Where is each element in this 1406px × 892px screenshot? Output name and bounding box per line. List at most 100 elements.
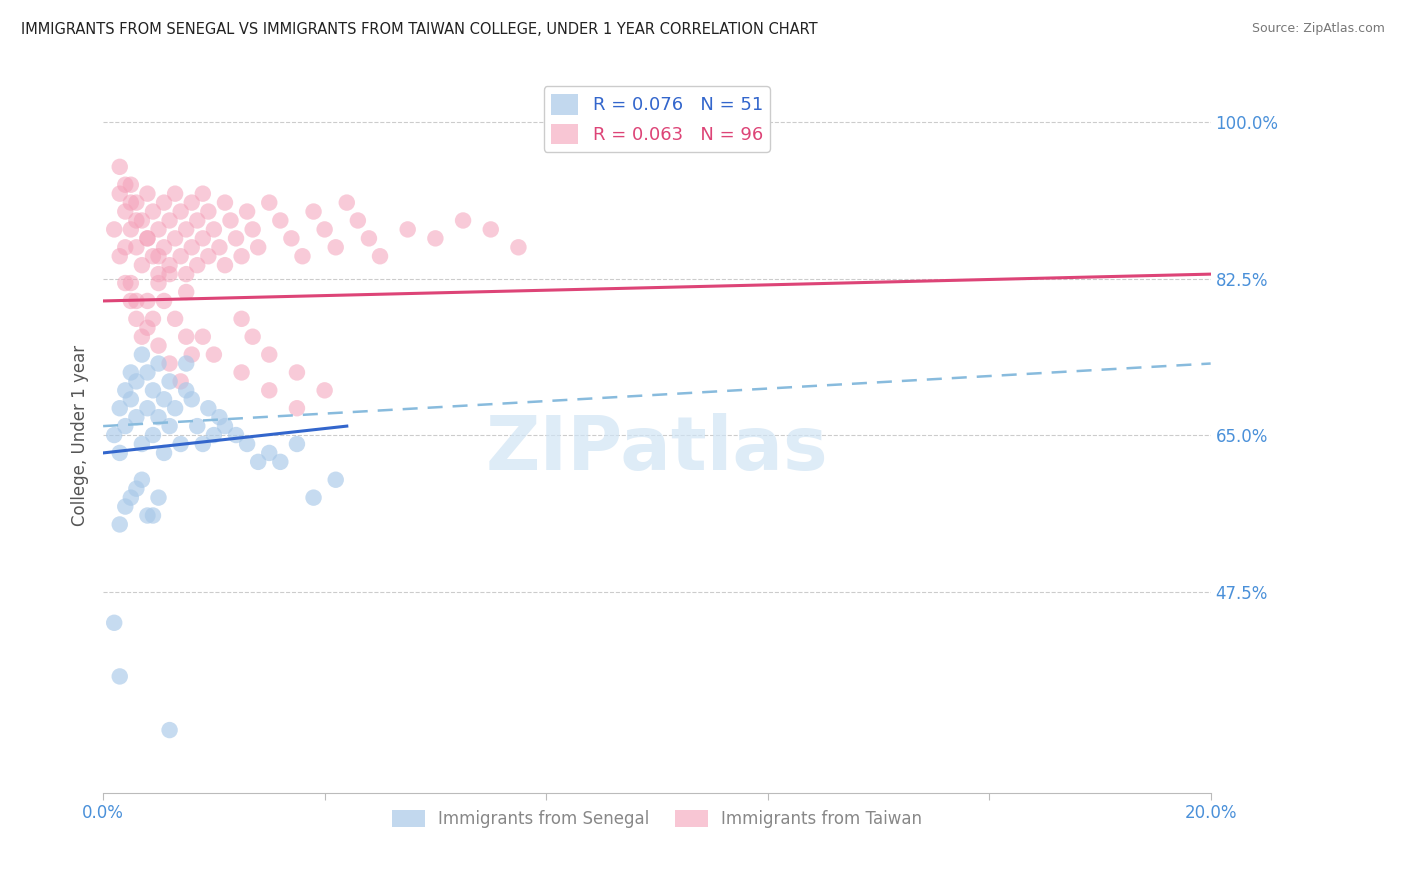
- Point: [336, 195, 359, 210]
- Point: [159, 375, 181, 389]
- Point: [136, 401, 159, 416]
- Point: [125, 240, 148, 254]
- Point: [148, 276, 170, 290]
- Point: [114, 276, 136, 290]
- Point: [120, 178, 142, 192]
- Point: [120, 293, 142, 308]
- Point: [148, 338, 170, 352]
- Point: [214, 419, 236, 434]
- Text: Source: ZipAtlas.com: Source: ZipAtlas.com: [1251, 22, 1385, 36]
- Point: [125, 482, 148, 496]
- Point: [114, 178, 136, 192]
- Point: [269, 213, 291, 227]
- Point: [120, 195, 142, 210]
- Point: [136, 320, 159, 334]
- Point: [114, 500, 136, 514]
- Point: [165, 231, 187, 245]
- Point: [131, 348, 153, 362]
- Point: [197, 249, 219, 263]
- Point: [174, 267, 197, 281]
- Point: [165, 186, 187, 201]
- Point: [280, 231, 302, 245]
- Point: [131, 258, 153, 272]
- Point: [191, 437, 214, 451]
- Point: [108, 669, 131, 683]
- Point: [208, 410, 231, 425]
- Point: [174, 329, 197, 343]
- Text: ZIPatlas: ZIPatlas: [485, 413, 828, 486]
- Point: [136, 231, 159, 245]
- Point: [120, 222, 142, 236]
- Point: [180, 240, 202, 254]
- Point: [259, 348, 281, 362]
- Point: [186, 419, 208, 434]
- Point: [259, 195, 281, 210]
- Point: [153, 392, 176, 407]
- Point: [451, 213, 474, 227]
- Point: [242, 222, 264, 236]
- Point: [125, 293, 148, 308]
- Point: [142, 508, 165, 523]
- Point: [231, 311, 253, 326]
- Point: [159, 213, 181, 227]
- Point: [120, 276, 142, 290]
- Point: [114, 240, 136, 254]
- Point: [231, 249, 253, 263]
- Point: [225, 231, 247, 245]
- Point: [169, 249, 191, 263]
- Point: [114, 419, 136, 434]
- Point: [314, 384, 336, 398]
- Point: [142, 384, 165, 398]
- Point: [180, 348, 202, 362]
- Point: [186, 258, 208, 272]
- Point: [136, 231, 159, 245]
- Point: [103, 428, 125, 442]
- Point: [169, 375, 191, 389]
- Point: [302, 204, 325, 219]
- Point: [120, 491, 142, 505]
- Point: [125, 311, 148, 326]
- Point: [136, 508, 159, 523]
- Point: [159, 267, 181, 281]
- Point: [174, 384, 197, 398]
- Point: [259, 384, 281, 398]
- Point: [114, 384, 136, 398]
- Point: [180, 392, 202, 407]
- Point: [191, 329, 214, 343]
- Point: [425, 231, 447, 245]
- Point: [136, 186, 159, 201]
- Point: [148, 267, 170, 281]
- Point: [191, 231, 214, 245]
- Point: [142, 204, 165, 219]
- Point: [131, 329, 153, 343]
- Point: [142, 428, 165, 442]
- Point: [125, 410, 148, 425]
- Point: [219, 213, 242, 227]
- Point: [165, 311, 187, 326]
- Point: [231, 366, 253, 380]
- Point: [197, 401, 219, 416]
- Point: [347, 213, 370, 227]
- Point: [174, 222, 197, 236]
- Point: [148, 222, 170, 236]
- Point: [153, 195, 176, 210]
- Legend: Immigrants from Senegal, Immigrants from Taiwan: Immigrants from Senegal, Immigrants from…: [385, 803, 929, 834]
- Point: [269, 455, 291, 469]
- Text: IMMIGRANTS FROM SENEGAL VS IMMIGRANTS FROM TAIWAN COLLEGE, UNDER 1 YEAR CORRELAT: IMMIGRANTS FROM SENEGAL VS IMMIGRANTS FR…: [21, 22, 818, 37]
- Point: [202, 348, 225, 362]
- Point: [103, 222, 125, 236]
- Point: [153, 446, 176, 460]
- Point: [125, 375, 148, 389]
- Point: [108, 401, 131, 416]
- Point: [148, 410, 170, 425]
- Point: [153, 240, 176, 254]
- Point: [103, 615, 125, 630]
- Point: [225, 428, 247, 442]
- Point: [208, 240, 231, 254]
- Point: [202, 222, 225, 236]
- Point: [142, 249, 165, 263]
- Point: [159, 723, 181, 737]
- Point: [236, 437, 259, 451]
- Point: [285, 401, 308, 416]
- Point: [247, 455, 270, 469]
